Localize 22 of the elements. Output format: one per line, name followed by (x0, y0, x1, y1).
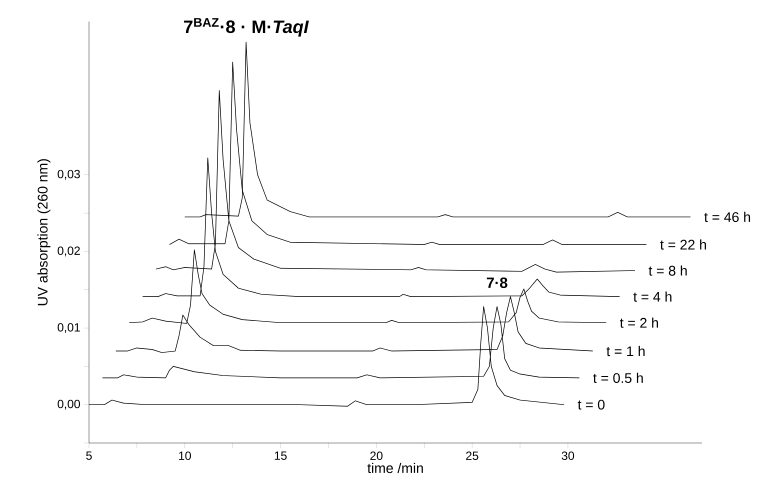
y-tick-label: 0,02 (58, 246, 80, 256)
x-tick-label: 10 (179, 452, 191, 460)
series-label: t = 0 (578, 400, 605, 410)
annotation: 7$^{BAZ}$·8 · M·TaqI (184, 18, 309, 37)
x-axis-title: time /min (367, 462, 423, 474)
y-tick-label: 0,03 (58, 170, 80, 180)
series-label: t = 1 h (606, 346, 645, 356)
series-label: t = 0.5 h (593, 372, 643, 383)
y-tick-label: 0,01 (58, 323, 80, 333)
x-tick-label: 20 (370, 452, 383, 460)
x-tick-label: 25 (466, 452, 478, 460)
y-axis-title: UV absorption (260 nm) (37, 159, 50, 306)
series-label: t = 2 h (620, 318, 658, 328)
y-tick-label: 0,00 (58, 400, 80, 410)
series-label: t = 4 h (633, 292, 672, 302)
series-label: t = 46 h (704, 212, 750, 222)
series-label: t = 22 h (660, 239, 706, 250)
x-tick-label: 5 (86, 452, 92, 460)
x-tick-label: 15 (274, 452, 287, 460)
x-tick-label: 30 (562, 452, 574, 460)
series-label: t = 8 h (648, 265, 687, 276)
annotation: 7·8 (486, 277, 508, 288)
